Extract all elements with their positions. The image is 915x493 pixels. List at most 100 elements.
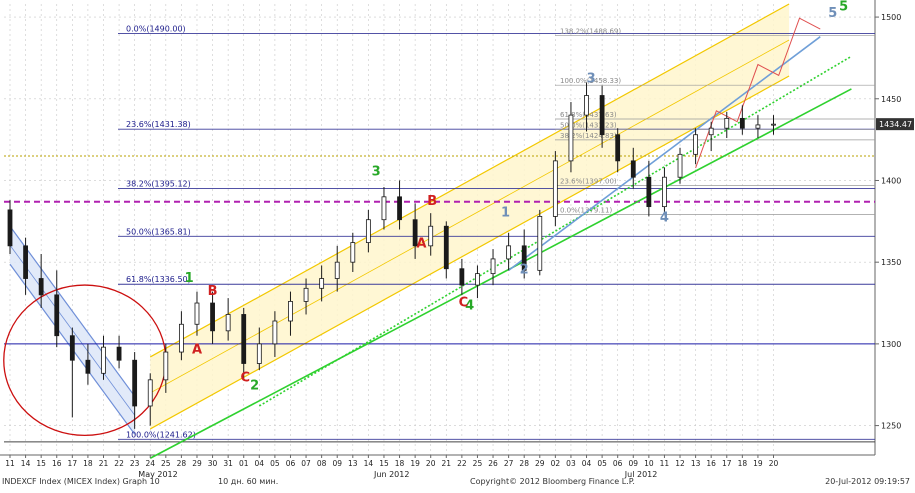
fib-label-secondary: 100.0%(1458.33) [560,77,621,85]
candle-body [552,160,558,217]
x-tick-label: 20 [426,459,436,468]
x-tick-label: 27 [504,459,514,468]
candle [303,278,309,315]
footer-interval: 10 дн. 60 мин. [218,477,278,486]
x-tick-label: 28 [177,459,187,468]
x-tick-label: 14 [364,459,374,468]
candle [23,237,28,295]
candle-body [381,196,387,221]
candle-body [54,294,60,337]
x-tick-label: 30 [208,459,218,468]
wave-label: C [241,370,251,385]
wave-label: 4 [660,210,669,225]
candle [599,85,605,148]
wave-label: B [208,284,218,299]
wave-label: 2 [520,263,529,278]
y-tick-label: 1450 [881,95,901,104]
wave-label: A [416,236,426,251]
fib-label-secondary: 50.0%(1431.23) [560,121,617,129]
candle [537,209,543,276]
candle [771,115,776,135]
candle-body [568,114,574,162]
last-price-label: 1434.47 [879,120,912,129]
trend-lines [149,17,852,459]
candle-body [116,346,122,361]
fibonacci-levels: 0.0%(1490.00) 23.6%(1431.38) 38.2%(1395.12… [118,24,875,440]
candle [178,311,184,361]
y-tick-label: 1250 [881,422,901,431]
trend-line [508,36,821,271]
candle-body [256,343,262,364]
candle-body [85,359,91,374]
x-tick-label: 18 [395,459,405,468]
candle [490,249,496,286]
candle [365,209,371,253]
fib-label-secondary: 38.2%(1424.83) [560,132,617,140]
candle [288,291,293,336]
x-tick-label: 21 [99,459,109,468]
candle-body [615,134,621,162]
x-tick-label: 19 [410,459,420,468]
x-tick-label: 13 [348,459,358,468]
candle [428,213,434,256]
x-tick-label: 02 [551,459,561,468]
x-tick-label: 19 [753,459,763,468]
candle-body [319,278,325,289]
month-label: Jun 2012 [373,470,409,479]
y-tick-label: 1350 [881,258,901,267]
candle [552,151,558,227]
candle [132,352,138,429]
y-tick-label: 1400 [881,176,901,185]
x-tick-label: 05 [597,459,607,468]
wave-label: 5 [839,0,848,15]
footer: INDEXCF Index (MICEX Index) Graph 10 10 … [2,477,910,486]
candle [615,128,621,173]
candle [459,258,465,295]
x-tick-label: 17 [68,459,78,468]
wave-label: 4 [465,299,474,314]
x-tick-label: 07 [301,459,311,468]
candle-body [38,278,44,296]
x-tick-label: 18 [83,459,93,468]
x-tick-label: 22 [114,459,124,468]
candle-body [459,268,465,286]
candle [521,229,527,279]
candle [194,291,200,336]
candle [54,270,60,348]
x-tick-label: 14 [21,459,31,468]
candle [334,245,340,292]
footer-left: INDEXCF Index (MICEX Index) Graph 10 [2,477,160,486]
x-tick-label: 04 [582,459,592,468]
x-tick-label: 04 [255,459,265,468]
month-label: May 2012 [138,470,177,479]
candle [677,147,683,184]
candle [241,307,247,380]
trend-line [258,55,852,407]
x-tick-label: 15 [36,459,46,468]
candle [101,335,106,380]
horizontal-lines [4,155,875,443]
trend-line [149,88,852,459]
wave-label: 3 [587,71,596,86]
candle-body [412,219,418,247]
footer-timestamp: 20-Jul-2012 09:19:57 [825,477,910,486]
candle-body [630,160,636,178]
projection-line [695,17,821,169]
channel-line [149,3,790,358]
x-tick-label: 09 [628,459,638,468]
fib-label: 61.8%(1336.50) [126,275,191,284]
fib-label: 23.6%(1431.38) [126,120,191,129]
fib-label: 0.0%(1490.00) [126,24,186,33]
candle [69,327,75,418]
wave-label: 1 [185,271,194,286]
candle [147,373,153,426]
y-tick-label: 1500 [881,13,901,22]
wave-label: 2 [250,379,259,394]
x-tick-label: 20 [769,459,779,468]
x-tick-label: 18 [738,459,748,468]
candle-body [132,359,138,407]
x-tick-label: 31 [223,459,233,468]
candle [225,298,231,341]
candle-body [303,287,309,302]
